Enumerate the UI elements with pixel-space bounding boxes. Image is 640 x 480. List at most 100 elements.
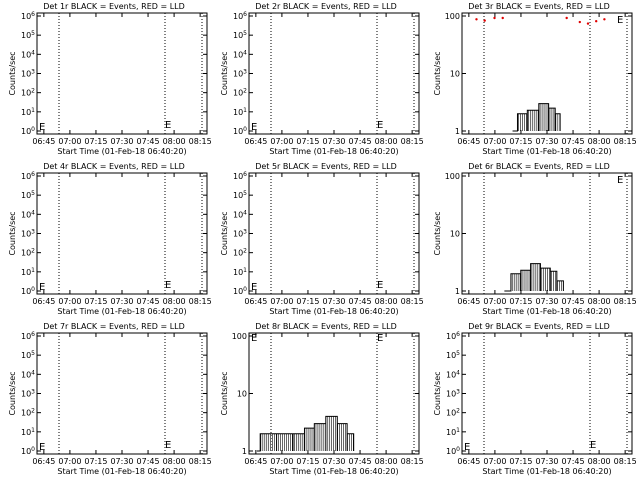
y-tick-label: 100 xyxy=(446,446,460,456)
x-tick-label: 08:00 xyxy=(588,297,611,306)
x-tick-label: 07:15 xyxy=(509,137,532,146)
x-tick-label: 07:00 xyxy=(270,137,293,146)
y-tick-label: 103 xyxy=(233,69,247,79)
x-tick-label: 07:15 xyxy=(84,137,107,146)
y-axis-label: Counts/sec xyxy=(433,371,442,415)
y-tick-label: 105 xyxy=(21,30,35,40)
x-tick-label: 07:45 xyxy=(562,137,585,146)
x-tick-label: 07:00 xyxy=(483,137,506,146)
x-axis-label: Start Time (01-Feb-18 06:40:20) xyxy=(57,307,186,316)
y-tick-label: 106 xyxy=(233,171,247,181)
lld-point xyxy=(578,20,581,24)
x-axis-label: Start Time (01-Feb-18 06:40:20) xyxy=(269,307,398,316)
x-tick-label: 07:30 xyxy=(322,137,345,146)
panel-title: Det 6r BLACK = Events, RED = LLD xyxy=(468,162,610,171)
event-marker-1: E xyxy=(251,122,257,133)
x-tick-label: 06:45 xyxy=(457,457,480,466)
y-tick-label: 103 xyxy=(21,229,35,239)
x-tick-label: 08:00 xyxy=(375,297,398,306)
y-tick-label: 1 xyxy=(455,287,460,296)
x-tick-label: 08:00 xyxy=(375,137,398,146)
det-panel-7: Det 7r BLACK = Events, RED = LLD 100 101 10… xyxy=(8,322,212,476)
plot-frame xyxy=(36,172,208,295)
panel-title: Det 9r BLACK = Events, RED = LLD xyxy=(468,322,610,331)
y-tick-label: 102 xyxy=(446,408,460,418)
x-tick-label: 08:15 xyxy=(189,137,212,146)
event-marker-2: E xyxy=(165,280,171,291)
y-axis-label: Counts/sec xyxy=(433,211,442,255)
panel-title: Det 4r BLACK = Events, RED = LLD xyxy=(43,162,185,171)
x-tick-label: 06:45 xyxy=(32,457,55,466)
y-tick-label: 104 xyxy=(21,369,35,379)
panel-title: Det 2r BLACK = Events, RED = LLD xyxy=(255,2,397,11)
x-tick-label: 07:45 xyxy=(137,137,160,146)
det-panel-5: Det 5r BLACK = Events, RED = LLD 100 101 10… xyxy=(220,162,424,316)
x-tick-label: 07:45 xyxy=(349,137,372,146)
x-tick-label: 08:15 xyxy=(401,137,424,146)
det-panel-8: Det 8r BLACK = Events, RED = LLD 1 10 100 Co… xyxy=(220,322,424,476)
x-tick-label: 07:30 xyxy=(110,457,133,466)
y-tick-label: 105 xyxy=(233,30,247,40)
x-tick-label: 07:30 xyxy=(535,137,558,146)
x-tick-label: 08:00 xyxy=(375,457,398,466)
y-tick-label: 100 xyxy=(21,126,35,136)
x-tick-label: 06:45 xyxy=(244,297,267,306)
y-tick-label: 100 xyxy=(232,332,247,341)
x-axis-label: Start Time (01-Feb-18 06:40:20) xyxy=(269,467,398,476)
y-tick-label: 101 xyxy=(21,427,35,437)
x-tick-label: 06:45 xyxy=(244,457,267,466)
x-tick-label: 07:15 xyxy=(509,457,532,466)
y-tick-label: 100 xyxy=(445,172,460,181)
x-tick-label: 08:15 xyxy=(614,457,637,466)
x-axis-label: Start Time (01-Feb-18 06:40:20) xyxy=(482,467,611,476)
x-tick-label: 08:15 xyxy=(614,137,637,146)
y-tick-label: 106 xyxy=(446,331,460,341)
y-axis-label: Counts/sec xyxy=(8,371,17,415)
x-tick-label: 07:45 xyxy=(349,297,372,306)
det-panel-6: Det 6r BLACK = Events, RED = LLD 1 10 100 Co… xyxy=(433,162,637,316)
y-tick-label: 101 xyxy=(233,107,247,117)
plot-frame xyxy=(461,332,633,455)
event-marker-2: E xyxy=(165,440,171,451)
panel-title: Det 7r BLACK = Events, RED = LLD xyxy=(43,322,185,331)
y-tick-label: 101 xyxy=(233,267,247,277)
lld-point xyxy=(565,16,568,20)
lld-point xyxy=(483,19,486,22)
y-tick-label: 106 xyxy=(21,331,35,341)
y-tick-label: 106 xyxy=(21,171,35,181)
panel-title: Det 5r BLACK = Events, RED = LLD xyxy=(255,162,397,171)
panel-title: Det 8r BLACK = Events, RED = LLD xyxy=(255,322,397,331)
x-tick-label: 06:45 xyxy=(32,297,55,306)
x-tick-label: 07:15 xyxy=(296,297,319,306)
y-axis-label: Counts/sec xyxy=(220,51,229,95)
x-tick-label: 07:30 xyxy=(322,457,345,466)
event-marker-2: E xyxy=(165,120,171,131)
x-tick-label: 07:30 xyxy=(322,297,345,306)
y-tick-label: 102 xyxy=(233,248,247,258)
events-series xyxy=(512,103,561,132)
events-series xyxy=(256,415,355,452)
y-tick-label: 101 xyxy=(21,267,35,277)
event-marker-2: E xyxy=(377,333,383,344)
event-marker-1: E xyxy=(464,442,470,453)
det-panel-2: Det 2r BLACK = Events, RED = LLD 100 101 10… xyxy=(220,2,424,156)
x-tick-label: 07:15 xyxy=(296,137,319,146)
y-axis-label: Counts/sec xyxy=(433,51,442,95)
y-axis-label: Counts/sec xyxy=(220,211,229,255)
det-panel-1: Det 1r BLACK = Events, RED = LLD 100 101 10… xyxy=(8,2,212,156)
lld-point xyxy=(595,19,598,23)
x-tick-label: 08:15 xyxy=(401,457,424,466)
y-tick-label: 1 xyxy=(455,127,460,136)
y-axis-label: Counts/sec xyxy=(8,51,17,95)
panel-title: Det 1r BLACK = Events, RED = LLD xyxy=(43,2,185,11)
plot-frame xyxy=(36,332,208,455)
y-tick-label: 104 xyxy=(21,209,35,219)
x-tick-label: 07:45 xyxy=(137,297,160,306)
x-axis-label: Start Time (01-Feb-18 06:40:20) xyxy=(57,467,186,476)
x-tick-label: 07:00 xyxy=(483,457,506,466)
x-tick-label: 06:45 xyxy=(244,137,267,146)
y-tick-label: 102 xyxy=(21,248,35,258)
plot-frame xyxy=(461,172,633,295)
x-tick-label: 07:45 xyxy=(137,457,160,466)
